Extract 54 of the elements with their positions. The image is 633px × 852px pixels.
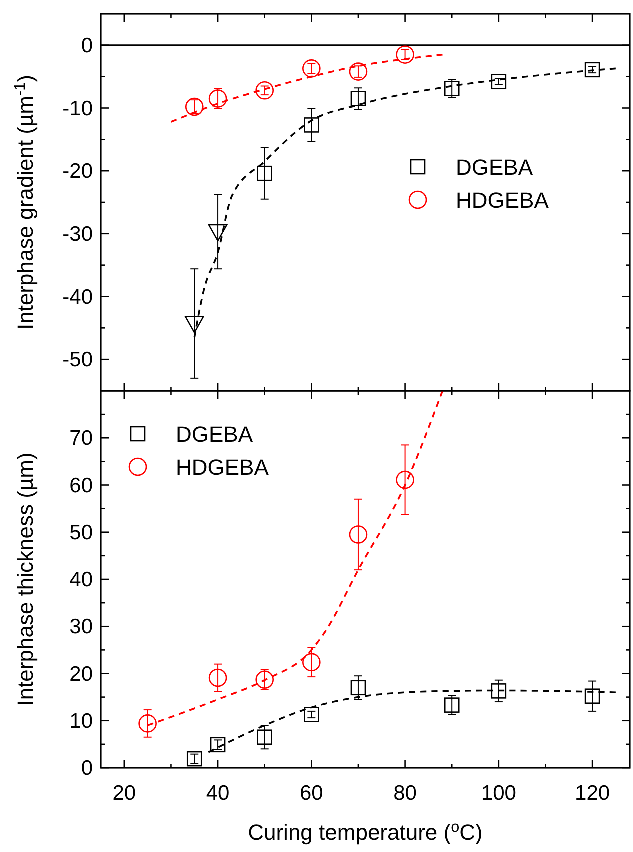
x-tick-label: 40 — [206, 782, 230, 805]
y-tick-label: 0 — [81, 757, 93, 780]
point — [302, 653, 321, 672]
y-axis-title: Interphase thickness (µm) — [13, 452, 38, 706]
point — [396, 46, 414, 64]
point — [304, 707, 320, 722]
y-tick-label: -10 — [62, 97, 93, 120]
y-tick-label: -50 — [62, 348, 93, 372]
point — [210, 737, 226, 753]
legend-label: HDGEBA — [456, 188, 550, 213]
x-tick-label: 100 — [481, 782, 516, 805]
point — [491, 684, 507, 699]
y-tick-label: 0 — [81, 34, 93, 58]
point — [256, 670, 274, 690]
y-tick-label: 70 — [70, 427, 93, 450]
point — [304, 118, 320, 133]
x-tick-label: 80 — [394, 782, 417, 805]
point — [186, 751, 202, 767]
legend-label: DGEBA — [176, 422, 254, 447]
point — [208, 668, 228, 688]
point — [138, 714, 157, 733]
y-tick-label: 60 — [70, 474, 93, 498]
point — [256, 82, 274, 100]
x-axis-title: Curing temperature ($^{o}$C) — [248, 818, 483, 845]
y-tick-label: 40 — [70, 568, 93, 592]
y-tick-label: -40 — [62, 286, 93, 309]
point — [208, 224, 228, 242]
x-tick-label: 60 — [300, 782, 324, 805]
x-tick-label: 20 — [112, 782, 136, 805]
legend-label: DGEBA — [456, 155, 534, 180]
point — [444, 81, 460, 96]
point — [444, 698, 460, 713]
y-tick-label: 10 — [70, 710, 93, 733]
y-tick-label: 30 — [70, 616, 93, 639]
point — [184, 316, 204, 334]
y-tick-label: -20 — [62, 160, 93, 184]
y-tick-label: 50 — [70, 521, 93, 544]
point — [396, 470, 414, 490]
y-tick-label: 20 — [70, 662, 93, 686]
x-tick-label: 120 — [575, 782, 610, 805]
point — [302, 60, 321, 78]
point — [349, 526, 368, 544]
point — [584, 688, 600, 704]
point — [349, 62, 368, 81]
point — [584, 62, 600, 78]
point — [257, 166, 272, 182]
point — [350, 680, 366, 696]
legend-label: HDGEBA — [176, 455, 270, 480]
point — [208, 90, 228, 108]
point — [491, 74, 507, 90]
point — [185, 98, 204, 116]
point — [350, 91, 366, 106]
point — [257, 730, 272, 746]
y-tick-label: -30 — [62, 222, 93, 246]
